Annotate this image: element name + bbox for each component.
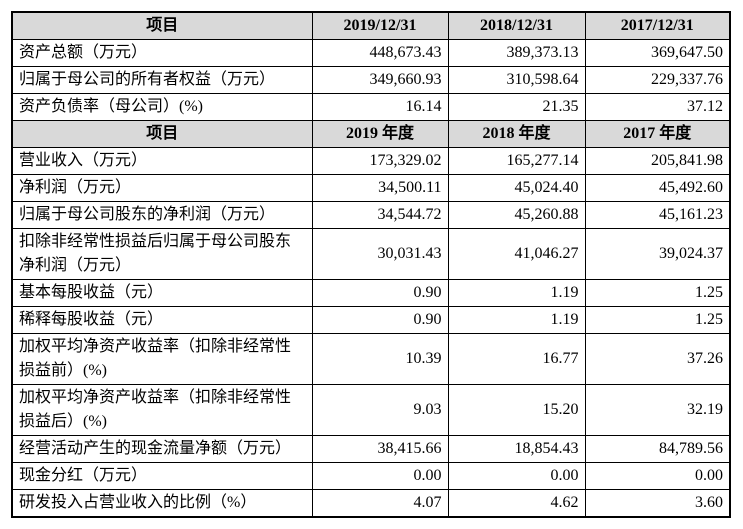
- cell: 165,277.14: [447, 147, 586, 175]
- cell: 1.19: [447, 279, 586, 307]
- cell: 0.90: [311, 306, 449, 334]
- cell: 45,492.60: [584, 174, 731, 202]
- cell: 16.14: [311, 93, 449, 121]
- row-label: 归属于母公司股东的净利润（万元）: [11, 201, 313, 229]
- cell: 41,046.27: [447, 228, 586, 280]
- table-row: 现金分红（万元） 0.00 0.00 0.00: [11, 462, 731, 490]
- cell: 173,329.02: [311, 147, 449, 175]
- cell: 2017/12/31: [584, 11, 731, 40]
- header-row: 项目 2019 年度 2018 年度 2017 年度: [11, 120, 731, 148]
- table-row: 归属于母公司股东的净利润（万元） 34,544.72 45,260.88 45,161…: [11, 201, 731, 229]
- cell: 2019 年度: [311, 120, 449, 148]
- cell: 39,024.37: [584, 228, 731, 280]
- row-label: 净利润（万元）: [11, 174, 313, 202]
- cell: 1.19: [447, 306, 586, 334]
- cell: 4.62: [447, 489, 586, 518]
- table-row: 经营活动产生的现金流量净额（万元） 38,415.66 18,854.43 84,78…: [11, 435, 731, 463]
- row-label: 归属于母公司的所有者权益（万元）: [11, 66, 313, 94]
- cell: 34,500.11: [311, 174, 449, 202]
- cell: 2018 年度: [447, 120, 586, 148]
- financial-table: 项目 2019/12/31 2018/12/31 2017/12/31 资产总额（万元）…: [11, 11, 731, 518]
- cell: 37.26: [584, 333, 731, 385]
- cell: 34,544.72: [311, 201, 449, 229]
- row-label: 项目: [11, 11, 313, 40]
- row-label: 基本每股收益（元）: [11, 279, 313, 307]
- row-label: 稀释每股收益（元）: [11, 306, 313, 334]
- row-label: 研发投入占营业收入的比例（%）: [11, 489, 313, 518]
- cell: 2017 年度: [584, 120, 731, 148]
- cell: 15.20: [447, 384, 586, 436]
- table-row: 扣除非经常性损益后归属于母公司股东净利润（万元） 30,031.43 41,046.…: [11, 228, 731, 280]
- table-row: 稀释每股收益（元） 0.90 1.19 1.25: [11, 306, 731, 334]
- row-label: 资产负债率（母公司）(%): [11, 93, 313, 121]
- row-label: 加权平均净资产收益率（扣除非经常性损益后）(%): [11, 384, 313, 436]
- table-row: 净利润（万元） 34,500.11 45,024.40 45,492.60: [11, 174, 731, 202]
- cell: 38,415.66: [311, 435, 449, 463]
- cell: 310,598.64: [447, 66, 586, 94]
- table-row: 资产负债率（母公司）(%) 16.14 21.35 37.12: [11, 93, 731, 121]
- cell: 10.39: [311, 333, 449, 385]
- cell: 0.00: [584, 462, 731, 490]
- cell: 45,161.23: [584, 201, 731, 229]
- row-label: 加权平均净资产收益率（扣除非经常性损益前）(%): [11, 333, 313, 385]
- cell: 9.03: [311, 384, 449, 436]
- cell: 84,789.56: [584, 435, 731, 463]
- cell: 369,647.50: [584, 39, 731, 67]
- table-row: 基本每股收益（元） 0.90 1.19 1.25: [11, 279, 731, 307]
- cell: 3.60: [584, 489, 731, 518]
- cell: 30,031.43: [311, 228, 449, 280]
- cell: 16.77: [447, 333, 586, 385]
- table-row: 加权平均净资产收益率（扣除非经常性损益前）(%) 10.39 16.77 37.26: [11, 333, 731, 385]
- row-label: 资产总额（万元）: [11, 39, 313, 67]
- cell: 0.90: [311, 279, 449, 307]
- table-row: 资产总额（万元） 448,673.43 389,373.13 369,647.50: [11, 39, 731, 67]
- cell: 229,337.76: [584, 66, 731, 94]
- row-label: 扣除非经常性损益后归属于母公司股东净利润（万元）: [11, 228, 313, 280]
- cell: 45,260.88: [447, 201, 586, 229]
- table-row: 加权平均净资产收益率（扣除非经常性损益后）(%) 9.03 15.20 32.19: [11, 384, 731, 436]
- row-label: 经营活动产生的现金流量净额（万元）: [11, 435, 313, 463]
- cell: 32.19: [584, 384, 731, 436]
- cell: 2018/12/31: [447, 11, 586, 40]
- cell: 1.25: [584, 306, 731, 334]
- cell: 18,854.43: [447, 435, 586, 463]
- table-row: 研发投入占营业收入的比例（%） 4.07 4.62 3.60: [11, 489, 731, 518]
- cell: 389,373.13: [447, 39, 586, 67]
- table-body: 项目 2019/12/31 2018/12/31 2017/12/31 资产总额（万元）…: [11, 11, 731, 518]
- row-label: 项目: [11, 120, 313, 148]
- cell: 45,024.40: [447, 174, 586, 202]
- cell: 37.12: [584, 93, 731, 121]
- cell: 2019/12/31: [311, 11, 449, 40]
- cell: 0.00: [311, 462, 449, 490]
- cell: 0.00: [447, 462, 586, 490]
- row-label: 营业收入（万元）: [11, 147, 313, 175]
- cell: 448,673.43: [311, 39, 449, 67]
- cell: 1.25: [584, 279, 731, 307]
- cell: 205,841.98: [584, 147, 731, 175]
- row-label: 现金分红（万元）: [11, 462, 313, 490]
- header-row: 项目 2019/12/31 2018/12/31 2017/12/31: [11, 11, 731, 40]
- cell: 4.07: [311, 489, 449, 518]
- table-row: 营业收入（万元） 173,329.02 165,277.14 205,841.98: [11, 147, 731, 175]
- table-row: 归属于母公司的所有者权益（万元） 349,660.93 310,598.64 229,…: [11, 66, 731, 94]
- cell: 349,660.93: [311, 66, 449, 94]
- cell: 21.35: [447, 93, 586, 121]
